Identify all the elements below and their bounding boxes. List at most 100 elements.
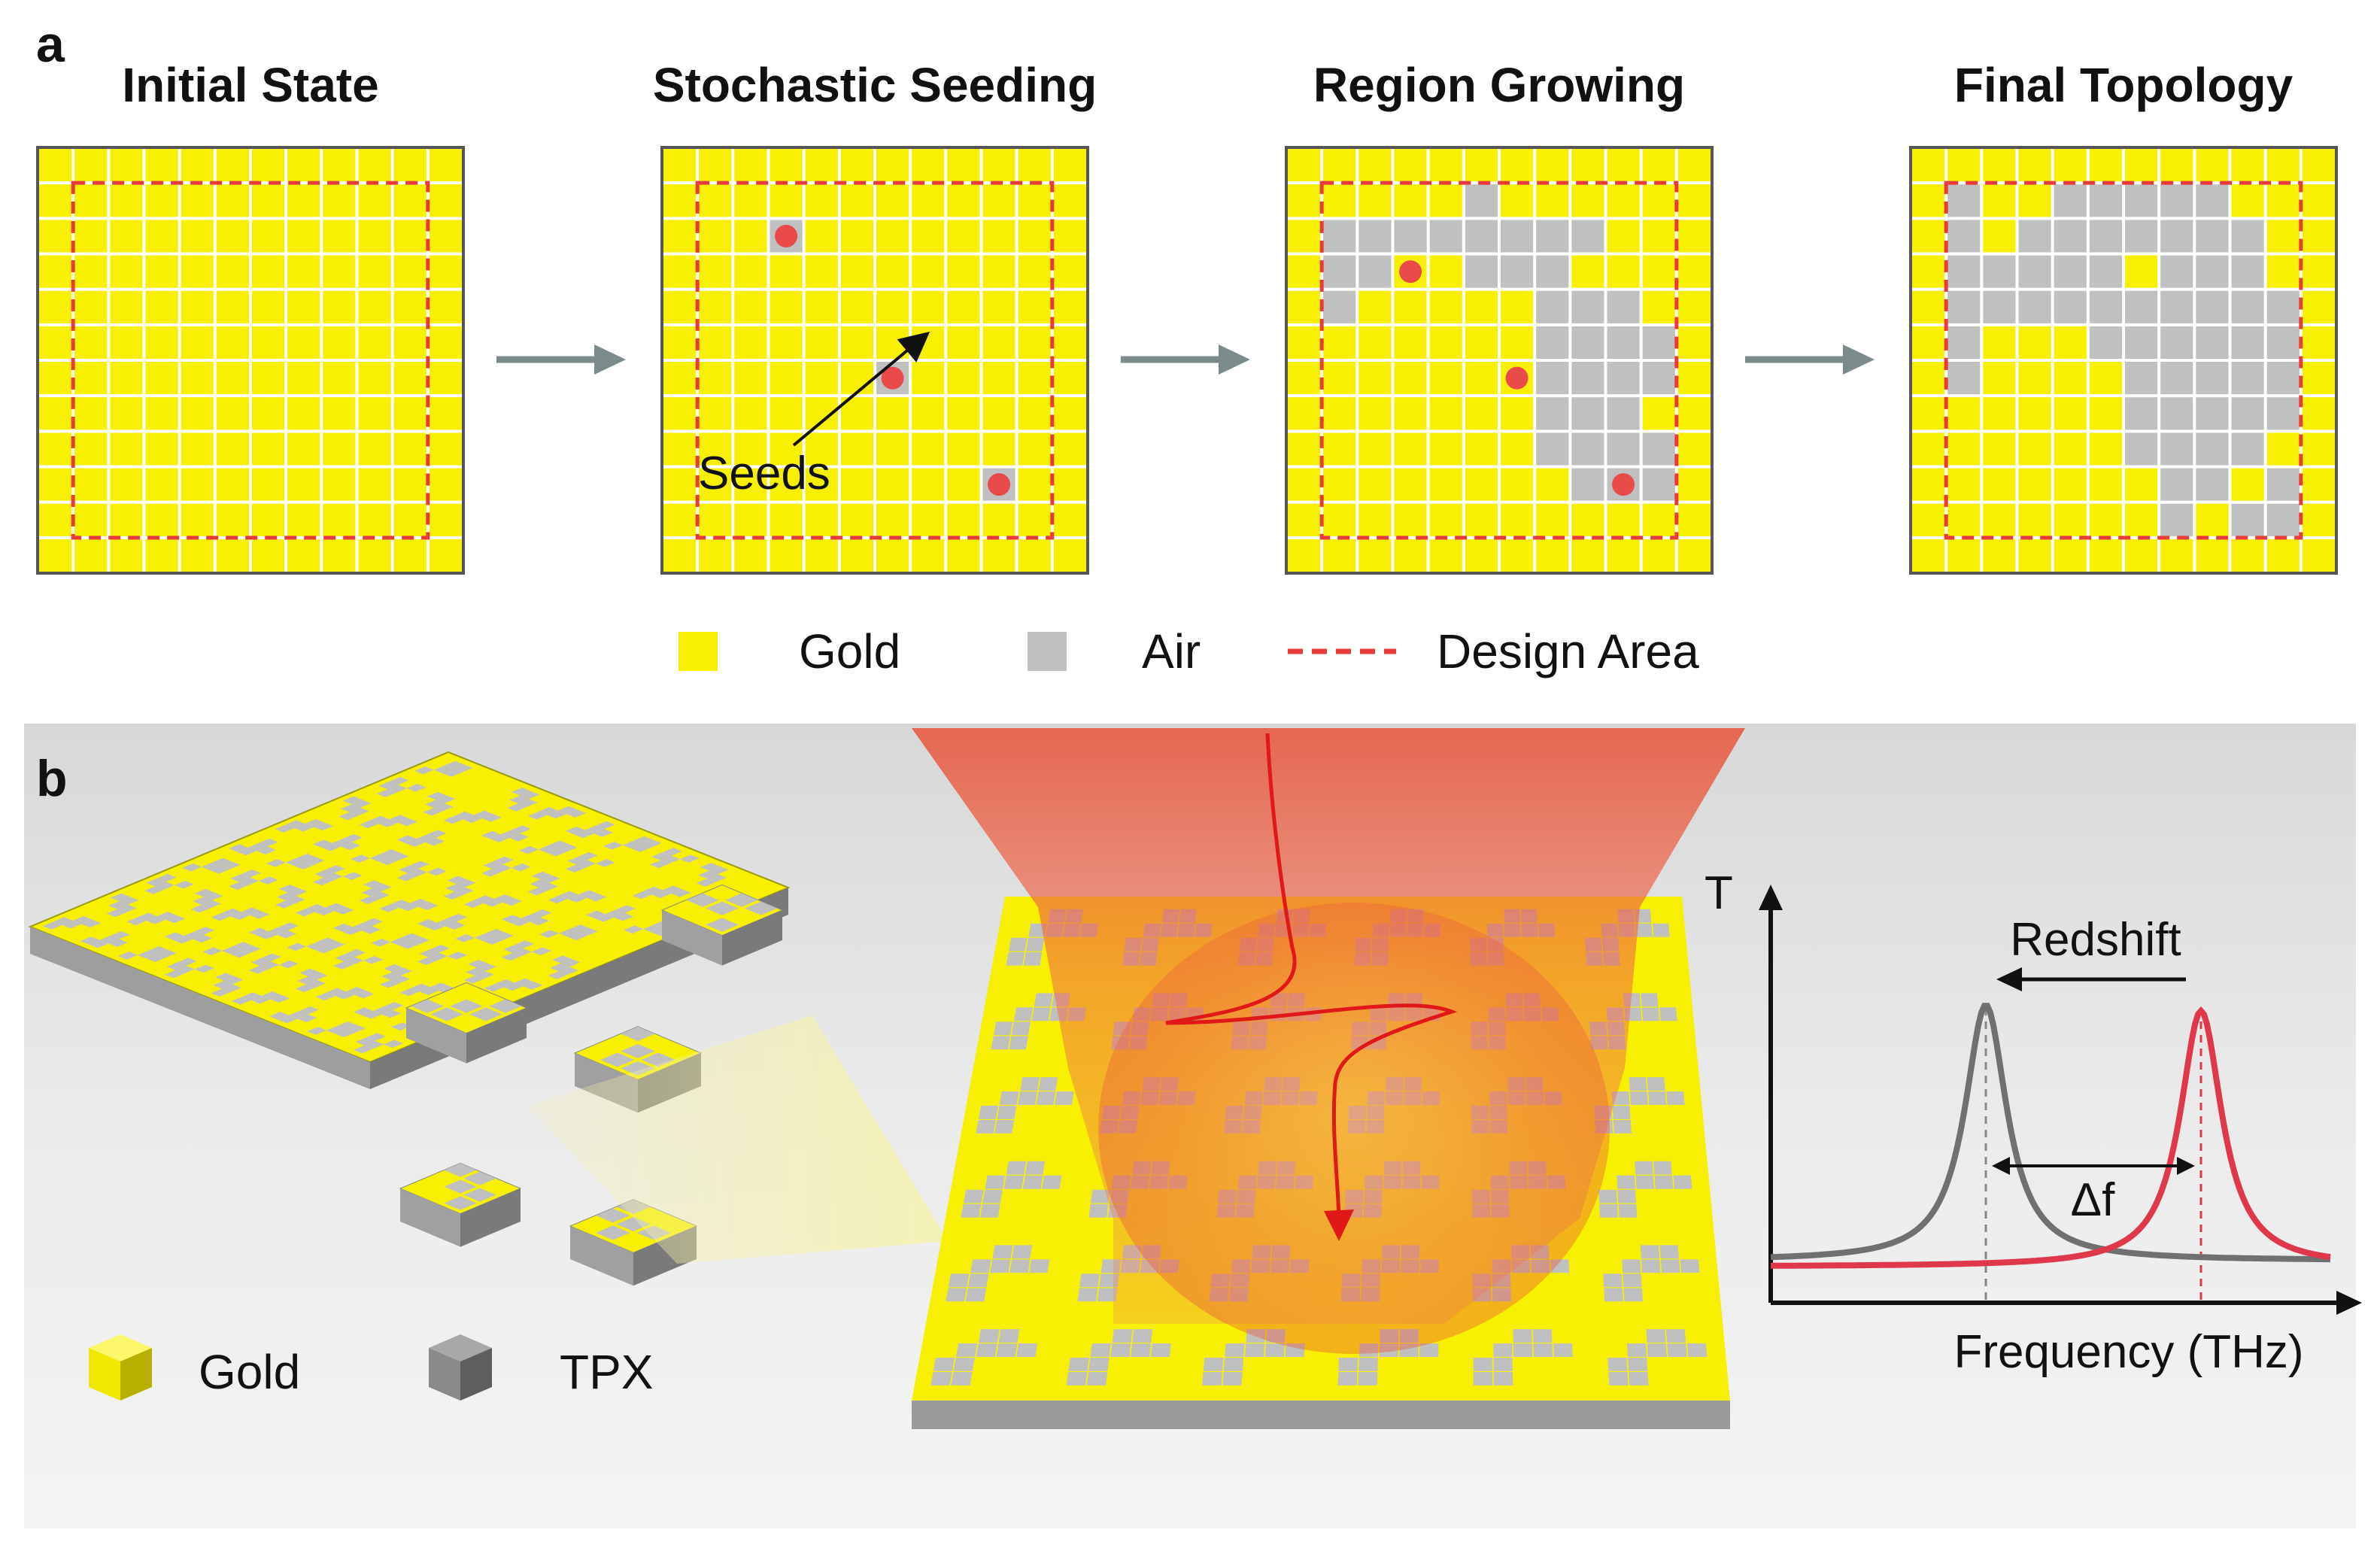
air-patch <box>481 830 501 839</box>
air-cell <box>2087 183 2123 219</box>
air-cell <box>1946 253 1982 290</box>
air-patch <box>511 863 531 872</box>
grid-border <box>36 146 465 575</box>
air-patch <box>1598 1189 1617 1203</box>
air-patch <box>1042 1175 1062 1189</box>
air-patch <box>342 796 363 805</box>
air-patch <box>605 909 625 918</box>
air-cell <box>2087 253 2123 290</box>
air-cell <box>2123 324 2160 360</box>
air-cell <box>1570 324 1606 360</box>
air-patch <box>1599 1203 1618 1218</box>
air-patch <box>447 913 467 922</box>
air-patch <box>549 840 569 849</box>
air-patch <box>1016 1343 1037 1357</box>
metasurface-array <box>28 751 791 1089</box>
air-patch <box>99 935 120 944</box>
air-patch <box>600 1052 635 1067</box>
air-cell <box>1946 218 1982 254</box>
air-cell <box>1946 324 1982 360</box>
air-patch <box>686 893 719 907</box>
air-patch <box>596 1208 630 1223</box>
air-patch <box>342 872 363 880</box>
air-patch <box>334 906 354 915</box>
air-patch <box>1635 923 1653 937</box>
air-patch <box>210 866 230 874</box>
air-patch <box>247 842 268 851</box>
air-patch <box>341 804 360 812</box>
air-patch <box>299 968 319 977</box>
air-patch <box>337 1021 357 1030</box>
air-patch <box>428 952 448 961</box>
air-patch <box>946 1288 967 1302</box>
air-patch <box>1225 1343 1245 1357</box>
process-arrow-3 <box>1745 344 1875 375</box>
air-cell <box>2265 289 2301 325</box>
air-patch <box>242 992 262 1000</box>
air-patch <box>361 926 381 934</box>
air-patch <box>523 982 543 990</box>
air-patch <box>559 928 578 937</box>
air-patch <box>362 1011 382 1019</box>
air-cell <box>2159 396 2195 432</box>
air-cell <box>2087 324 2123 360</box>
air-patch <box>622 840 642 849</box>
air-patch <box>1088 1203 1109 1218</box>
air-patch <box>557 806 578 815</box>
air-patch <box>398 818 417 827</box>
air-patch <box>305 857 325 865</box>
air-patch <box>354 1007 373 1015</box>
air-patch <box>547 848 567 857</box>
air-patch <box>411 983 430 992</box>
air-patch <box>1025 1161 1046 1175</box>
air-patch <box>1009 1259 1031 1273</box>
air-cell <box>2123 183 2160 219</box>
air-cell <box>2017 289 2053 325</box>
air-patch <box>1006 952 1025 966</box>
air-cell <box>1570 466 1606 502</box>
air-patch <box>1686 1343 1708 1357</box>
air-cell <box>1605 396 1641 432</box>
air-patch <box>241 870 261 878</box>
air-patch <box>338 812 359 821</box>
air-patch <box>294 861 314 870</box>
air-patch <box>1646 1329 1666 1343</box>
air-patch <box>454 811 474 820</box>
air-patch <box>1086 1372 1108 1386</box>
air-cell <box>1981 289 2017 325</box>
air-patch <box>396 873 417 882</box>
process-arrow-1 <box>496 344 626 375</box>
air-patch <box>493 932 514 940</box>
air-patch <box>1641 1259 1661 1273</box>
air-patch <box>463 1188 496 1202</box>
air-cell <box>2123 360 2160 396</box>
air-patch <box>662 885 682 894</box>
air-patch <box>411 999 444 1013</box>
air-cell <box>1605 324 1641 360</box>
grid-final-topology <box>1909 146 2338 575</box>
air-patch <box>230 912 250 920</box>
grid-stochastic-seeding <box>660 146 1089 575</box>
design-area-outline <box>695 181 1055 540</box>
air-patch <box>1513 1329 1532 1343</box>
air-cell <box>1392 218 1428 254</box>
air-patch <box>976 1343 997 1357</box>
air-patch <box>483 898 503 907</box>
air-patch <box>345 987 366 995</box>
air-cell <box>2123 289 2160 325</box>
air-patch <box>1066 1372 1088 1386</box>
air-cell <box>2123 396 2160 432</box>
air-patch <box>574 830 594 839</box>
air-patch <box>1603 1273 1623 1288</box>
air-swatch <box>1028 632 1067 671</box>
air-patch <box>299 1006 319 1015</box>
air-patch <box>349 807 369 816</box>
air-patch <box>483 860 503 870</box>
air-patch <box>1202 1372 1222 1386</box>
air-patch <box>230 949 250 958</box>
air-patch <box>643 886 663 895</box>
air-patch <box>275 900 295 909</box>
air-patch <box>213 980 233 989</box>
unit-cell-side <box>466 1008 527 1064</box>
air-patch <box>314 945 335 954</box>
